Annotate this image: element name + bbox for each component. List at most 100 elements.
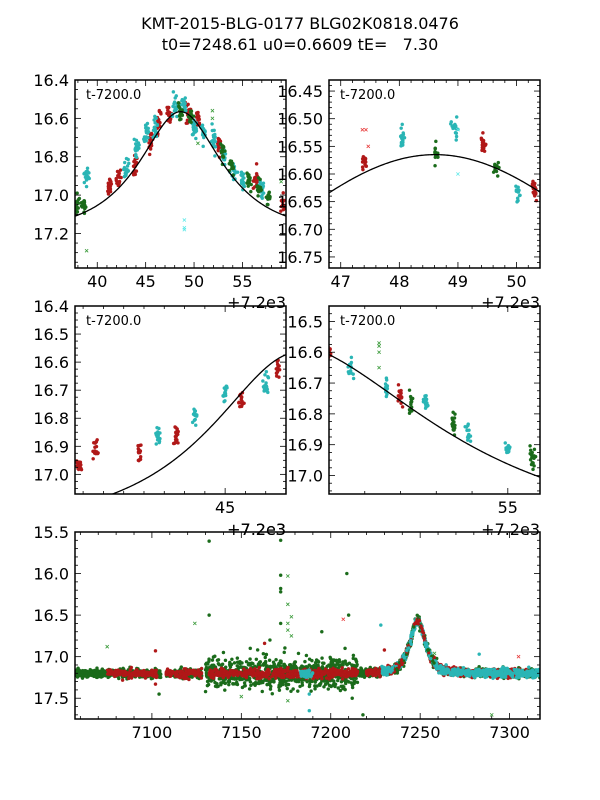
data-point	[532, 192, 537, 196]
data-point	[234, 669, 239, 673]
data-point	[235, 672, 240, 676]
data-point-x	[377, 350, 381, 355]
data-point	[354, 659, 359, 664]
data-point	[286, 665, 290, 670]
data-point-x	[364, 127, 368, 132]
data-point	[193, 423, 198, 428]
data-point	[223, 398, 227, 403]
data-point	[79, 673, 83, 677]
data-point	[317, 682, 322, 687]
data-point	[219, 681, 223, 685]
y-tick-label: 16.8	[287, 405, 323, 424]
data-point	[205, 683, 210, 688]
data-point	[256, 194, 260, 198]
panel-zoom-peak: 47 48 49 5016.4516.5016.5516.6016.6516.7016…	[277, 79, 541, 291]
data-point	[174, 672, 179, 676]
x-tick-label: 45	[135, 272, 155, 291]
data-point	[85, 174, 90, 178]
data-point	[231, 165, 236, 169]
data-point	[383, 382, 388, 386]
data-point	[341, 684, 345, 689]
data-point	[364, 672, 369, 676]
data-point	[223, 393, 227, 398]
data-point	[258, 659, 263, 664]
data-point	[182, 101, 187, 105]
data-point	[244, 659, 249, 664]
data-point	[351, 653, 356, 658]
data-point	[247, 671, 252, 676]
data-point	[174, 431, 178, 436]
data-point	[209, 139, 214, 144]
data-point	[76, 467, 81, 472]
panel-annotation: t-7200.0	[340, 314, 395, 329]
data-point	[281, 190, 286, 195]
data-point	[82, 180, 87, 185]
data-point	[134, 144, 139, 149]
data-point-x	[210, 108, 215, 113]
data-point	[421, 399, 426, 404]
data-point	[360, 165, 365, 169]
data-point	[239, 676, 244, 681]
x-tick-label: 50	[184, 272, 204, 291]
data-point	[496, 160, 501, 165]
data-point	[264, 384, 269, 389]
data-point	[326, 687, 331, 691]
data-point	[84, 184, 89, 189]
data-point	[199, 666, 204, 671]
data-point	[327, 677, 332, 681]
y-tick-label: 16.8	[33, 148, 69, 167]
data-point	[246, 180, 251, 185]
data-point	[109, 179, 113, 184]
data-point	[87, 176, 92, 181]
data-point	[231, 681, 235, 686]
y-tick-label: 16.7	[33, 381, 69, 400]
data-point	[221, 678, 226, 683]
data-point	[341, 660, 345, 664]
data-point	[454, 115, 459, 119]
data-point	[250, 668, 255, 673]
data-point	[193, 136, 198, 141]
data-point	[465, 435, 470, 440]
data-point	[408, 402, 413, 407]
data-point	[242, 684, 247, 688]
data-point	[400, 122, 405, 127]
data-point	[266, 682, 270, 687]
data-point	[320, 661, 325, 666]
data-point	[99, 669, 104, 674]
data-point	[289, 689, 293, 694]
data-point	[264, 369, 269, 374]
data-point	[227, 678, 231, 683]
data-point	[304, 653, 309, 658]
data-point	[260, 680, 265, 685]
y-tick-label: 16.6	[33, 109, 69, 128]
data-point	[216, 672, 221, 677]
data-point	[133, 147, 137, 152]
data-point	[359, 671, 364, 676]
data-point	[210, 122, 214, 126]
data-point	[284, 683, 289, 688]
data-point	[433, 163, 437, 168]
data-point	[283, 646, 287, 650]
data-point	[222, 688, 227, 692]
data-point	[260, 196, 265, 201]
data-point	[284, 679, 289, 683]
data-point	[304, 669, 309, 673]
data-point	[261, 181, 266, 186]
data-point	[168, 120, 172, 125]
data-point	[118, 168, 123, 172]
data-point-x	[366, 144, 371, 149]
data-point	[230, 657, 234, 662]
data-point	[174, 107, 179, 111]
data-point	[359, 666, 363, 670]
data-point	[107, 672, 112, 676]
data-point	[201, 135, 206, 140]
data-point	[262, 672, 267, 677]
data-point	[295, 689, 300, 693]
data-point	[332, 681, 336, 686]
data-point	[451, 420, 456, 424]
model-curve	[329, 353, 540, 478]
data-point	[335, 659, 340, 663]
x-tick-label: 48	[389, 272, 409, 291]
data-point	[200, 125, 205, 129]
data-point	[279, 659, 283, 664]
